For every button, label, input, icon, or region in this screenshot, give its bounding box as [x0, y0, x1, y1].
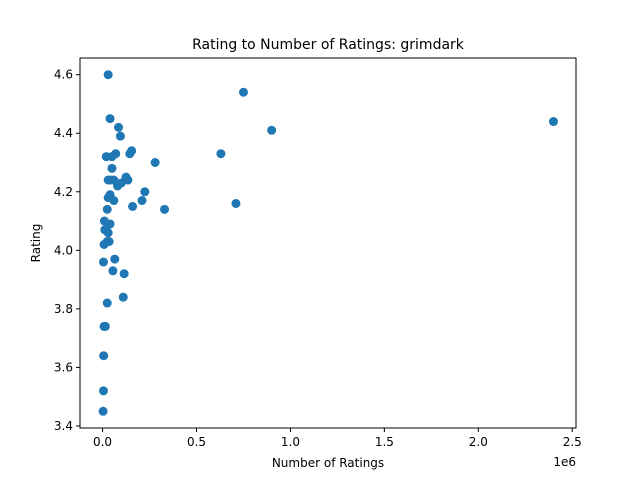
x-tick-label: 1.0 — [281, 435, 300, 449]
y-tick-label: 4.6 — [54, 68, 73, 82]
data-point — [127, 146, 137, 156]
data-point — [104, 237, 114, 247]
data-point — [102, 204, 112, 214]
data-point — [108, 266, 118, 276]
data-point — [105, 219, 115, 229]
y-tick-label: 4.0 — [54, 243, 73, 257]
data-point — [128, 201, 138, 211]
data-point — [160, 204, 170, 214]
data-point — [110, 254, 120, 264]
y-tick-label: 3.4 — [54, 419, 73, 433]
data-point — [98, 386, 108, 396]
y-tick-label: 3.6 — [54, 360, 73, 374]
data-point — [231, 198, 241, 208]
chart-title: Rating to Number of Ratings: grimdark — [192, 37, 465, 53]
data-point — [123, 175, 133, 185]
x-tick-label: 0.0 — [93, 435, 112, 449]
data-point — [103, 70, 113, 80]
data-point — [267, 125, 277, 135]
data-point — [140, 187, 150, 197]
points-layer — [98, 70, 558, 416]
data-point — [137, 196, 147, 206]
data-point — [98, 406, 108, 416]
data-point — [107, 163, 117, 173]
data-point — [102, 298, 112, 308]
data-point — [114, 122, 124, 132]
data-point — [105, 114, 115, 124]
data-point — [150, 158, 160, 167]
y-tick-label: 4.4 — [54, 126, 73, 140]
y-tick-label: 4.2 — [54, 185, 73, 199]
y-axis: 3.4 3.6 3.8 4.0 4.2 4.4 4.6 — [54, 68, 80, 433]
x-axis-label: Number of Ratings — [272, 456, 384, 470]
data-point — [115, 131, 125, 141]
data-point — [98, 257, 108, 267]
data-point — [119, 269, 129, 279]
data-point — [101, 152, 111, 162]
x-axis-offset-label: 1e6 — [553, 455, 576, 469]
data-point — [118, 292, 128, 302]
data-point — [99, 351, 109, 361]
x-tick-label: 0.5 — [187, 435, 206, 449]
data-point — [109, 196, 119, 206]
data-point — [100, 321, 110, 331]
x-tick-label: 2.0 — [469, 435, 488, 449]
y-axis-label: Rating — [29, 224, 43, 263]
plot-area — [79, 57, 577, 429]
data-point — [103, 228, 113, 238]
data-point — [548, 117, 558, 127]
data-point — [216, 149, 226, 159]
x-axis: 0.0 0.5 1.0 1.5 2.0 2.5 — [93, 428, 582, 449]
x-tick-label: 1.5 — [375, 435, 394, 449]
x-tick-label: 2.5 — [563, 435, 582, 449]
axes-frame — [79, 57, 577, 429]
y-tick-label: 3.8 — [54, 302, 73, 316]
data-point — [111, 149, 121, 159]
data-point — [238, 87, 248, 97]
